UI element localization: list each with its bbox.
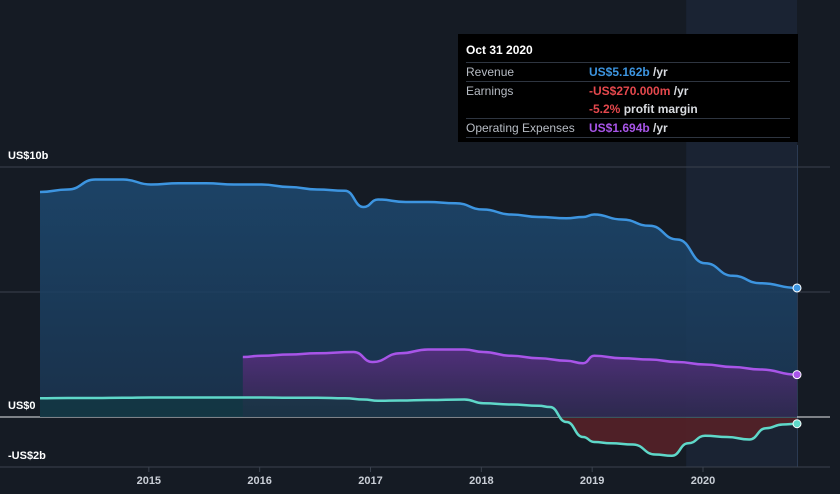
tooltip-opex-unit: /yr (653, 121, 668, 135)
tooltip-revenue-label: Revenue (466, 65, 515, 79)
cursor-line (797, 145, 798, 467)
tooltip-margin-label: profit margin (623, 102, 698, 116)
tooltip-margin-percent: -5.2% (589, 102, 621, 116)
y-tick-label: -US$2b (8, 450, 46, 462)
tooltip-revenue-amount: US$5.162b (589, 65, 650, 79)
x-tick-label: 2019 (580, 475, 604, 487)
tooltip-opex-value: US$1.694b /yr (589, 119, 668, 137)
operating-expenses-line (242, 348, 798, 376)
tooltip-revenue-unit: /yr (653, 65, 668, 79)
tooltip-earnings-row: Earnings -US$270.000m /yr (466, 81, 790, 100)
revenue-endpoint-dot (792, 283, 802, 293)
tooltip-date: Oct 31 2020 (466, 43, 533, 57)
tooltip-revenue-row: Revenue US$5.162b /yr (466, 62, 790, 81)
x-tick-label: 2016 (247, 475, 271, 487)
tooltip-margin-value: -5.2% profit margin (589, 100, 698, 118)
tooltip-earnings-label: Earnings (466, 84, 514, 98)
x-tick-label: 2015 (137, 475, 161, 487)
earnings-loss-area (560, 418, 797, 456)
tooltip-margin-row: -5.2% profit margin (466, 100, 790, 118)
tooltip-panel: Oct 31 2020 Revenue US$5.162b /yr Earnin… (458, 34, 798, 142)
earnings-endpoint-dot (792, 419, 802, 429)
tooltip-earnings-value: -US$270.000m /yr (589, 82, 688, 100)
revenue-line (39, 178, 798, 290)
tooltip-earnings-amount: -US$270.000m (589, 84, 671, 98)
x-tick-label: 2020 (691, 475, 715, 487)
x-tick-label: 2018 (469, 475, 493, 487)
y-tick-label: US$0 (8, 400, 36, 412)
tooltip-revenue-value: US$5.162b /yr (589, 63, 668, 81)
y-tick-label: US$10b (8, 150, 49, 162)
operating-expenses-endpoint-dot (792, 370, 802, 380)
tooltip-opex-amount: US$1.694b (589, 121, 650, 135)
tooltip-opex-label: Operating Expenses (466, 121, 575, 135)
x-tick-label: 2017 (358, 475, 382, 487)
tooltip-margin-spacer (466, 100, 589, 118)
earnings-line (39, 396, 798, 458)
tooltip-earnings-unit: /yr (673, 84, 689, 98)
tooltip-opex-row: Operating Expenses US$1.694b /yr (466, 118, 790, 138)
